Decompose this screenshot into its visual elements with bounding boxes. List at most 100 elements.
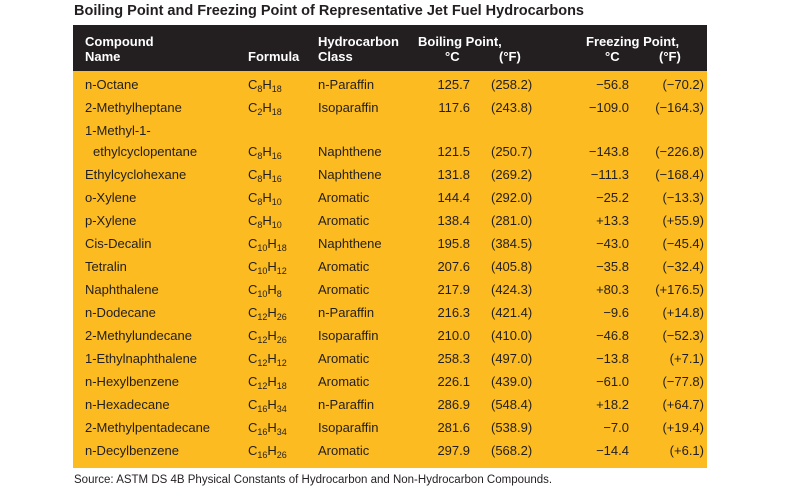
table-row: n-Hexadecane C16H34 n-Paraffin 286.9 (548.4)… <box>73 393 707 416</box>
formula-c-count: 8 <box>257 220 263 230</box>
freezing-point-c: −111.3 <box>590 167 629 182</box>
formula-c: C <box>248 328 258 343</box>
source-note: Source: ASTM DS 4B Physical Constants of… <box>74 474 553 486</box>
boiling-point-f: (424.3) <box>491 282 533 297</box>
table-row: n-Decylbenzene C16H26 Aromatic 297.9 (568.2)… <box>73 439 707 462</box>
compound-name: ethylcyclopentane <box>93 144 198 159</box>
formula-c: C <box>248 259 258 274</box>
header-class-line2: Class <box>318 49 353 64</box>
formula-h: H <box>267 397 277 412</box>
table-row: 2-Methylheptane C2H18 Isoparaffin 117.6 (243… <box>73 96 707 119</box>
header-freezing-unit-f: (°F) <box>659 49 681 64</box>
freezing-point-f: (+6.1) <box>669 443 704 458</box>
formula-h: H <box>267 420 277 435</box>
boiling-point-c: 125.7 <box>437 77 470 92</box>
formula-h-count: 34 <box>276 404 287 414</box>
table-row: Ethylcyclohexane C8H16 Naphthene 131.8 (269.… <box>73 163 707 186</box>
compound-name: 2-Methylheptane <box>85 100 182 115</box>
boiling-point-f: (548.4) <box>491 397 533 412</box>
formula-h-count: 8 <box>276 289 282 299</box>
table-header: Compound Name Formula Hydrocarbon Class … <box>73 25 707 71</box>
formula-c-count: 10 <box>257 266 268 276</box>
formula-c-count: 12 <box>257 335 268 345</box>
freezing-point-f: (+7.1) <box>669 351 704 366</box>
compound-name: n-Octane <box>85 77 139 92</box>
table-row: Naphthalene C10H8 Aromatic 217.9 (424.3) +80.… <box>73 278 707 301</box>
hydrocarbon-class: Naphthene <box>318 167 382 182</box>
freezing-point-c: −7.0 <box>603 420 629 435</box>
table-row: 1-Ethylnaphthalene C12H12 Aromatic 258.3 (49… <box>73 347 707 370</box>
header-class-line1: Hydrocarbon <box>318 34 399 49</box>
formula: C10H18 <box>248 232 287 255</box>
boiling-point-f: (269.2) <box>491 167 533 182</box>
formula-h: H <box>267 305 277 320</box>
formula-c-count: 10 <box>257 243 268 253</box>
hydrocarbon-class: Aromatic <box>318 443 370 458</box>
formula-h-count: 18 <box>271 84 282 94</box>
hydrocarbon-class: n-Paraffin <box>318 397 375 412</box>
formula: C12H12 <box>248 347 287 370</box>
freezing-point-f: (−226.8) <box>655 144 704 159</box>
boiling-point-f: (410.0) <box>491 328 533 343</box>
boiling-point-f: (568.2) <box>491 443 533 458</box>
boiling-point-f: (405.8) <box>491 259 533 274</box>
hydrocarbon-class: Aromatic <box>318 282 370 297</box>
boiling-point-c: 138.4 <box>437 213 470 228</box>
freezing-point-f: (−164.3) <box>655 100 704 115</box>
formula-h-count: 34 <box>276 427 287 437</box>
freezing-point-f: (−77.8) <box>662 374 704 389</box>
formula-c: C <box>248 77 258 92</box>
hydrocarbon-class: Aromatic <box>318 213 370 228</box>
formula-c-count: 2 <box>257 107 263 117</box>
header-freezing-point: Freezing Point, <box>586 34 680 49</box>
formula: C16H26 <box>248 439 287 462</box>
formula: C8H18 <box>248 73 282 96</box>
table-row: 2-Methylpentadecane C16H34 Isoparaffin 281.… <box>73 416 707 439</box>
formula-h-count: 26 <box>276 312 287 322</box>
hydrocarbon-class: Isoparaffin <box>318 100 379 115</box>
boiling-point-f: (497.0) <box>491 351 533 366</box>
hydrocarbon-class: Aromatic <box>318 351 370 366</box>
boiling-point-f: (258.2) <box>491 77 533 92</box>
formula-h: H <box>262 213 272 228</box>
formula-c-count: 8 <box>257 151 263 161</box>
freezing-point-f: (−32.4) <box>662 259 704 274</box>
hydrocarbon-class: Aromatic <box>318 374 370 389</box>
boiling-point-c: 281.6 <box>437 420 470 435</box>
formula-h: H <box>267 374 277 389</box>
formula-h-count: 12 <box>276 358 287 368</box>
formula: C2H18 <box>248 96 282 119</box>
compound-name: 2-Methylpentadecane <box>85 420 211 435</box>
formula-c: C <box>248 397 258 412</box>
boiling-point-c: 195.8 <box>437 236 470 251</box>
header-boiling-unit-f: (°F) <box>499 49 521 64</box>
freezing-point-c: −35.8 <box>596 259 629 274</box>
formula-c-count: 8 <box>257 197 263 207</box>
freezing-point-f: (+176.5) <box>655 282 704 297</box>
formula-c-count: 16 <box>257 427 268 437</box>
formula: C16H34 <box>248 393 287 416</box>
table-row: n-Octane C8H18 n-Paraffin 125.7 (258.2) −56.8… <box>73 73 707 96</box>
formula-c: C <box>248 282 258 297</box>
header-compound-line1: Compound <box>85 34 154 49</box>
compound-name: p-Xylene <box>85 213 137 228</box>
freezing-point-c: −56.8 <box>596 77 629 92</box>
compound-name: n-Dodecane <box>85 305 156 320</box>
freezing-point-f: (+64.7) <box>662 397 704 412</box>
formula-c-count: 10 <box>257 289 268 299</box>
boiling-point-f: (439.0) <box>491 374 533 389</box>
formula-c: C <box>248 351 258 366</box>
table-title: Boiling Point and Freezing Point of Repr… <box>74 3 584 19</box>
formula-c: C <box>248 236 258 251</box>
table-row: 2-Methylundecane C12H26 Isoparaffin 210.0 (4… <box>73 324 707 347</box>
freezing-point-c: −13.8 <box>596 351 629 366</box>
formula-h: H <box>267 236 277 251</box>
boiling-point-c: 217.9 <box>437 282 470 297</box>
freezing-point-c: −9.6 <box>603 305 629 320</box>
freezing-point-c: −43.0 <box>596 236 629 251</box>
formula: C12H26 <box>248 324 287 347</box>
freezing-point-f: (+19.4) <box>662 420 704 435</box>
boiling-point-f: (243.8) <box>491 100 533 115</box>
header-boiling-unit-c: °C <box>445 49 460 64</box>
compound-name: n-Hexylbenzene <box>85 374 179 389</box>
